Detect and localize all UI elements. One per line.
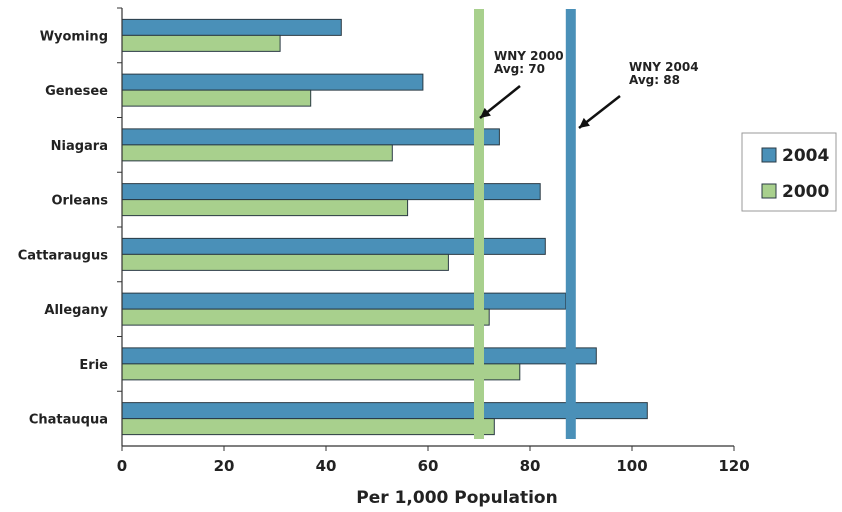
bar-2000-chatauqua: [121, 418, 495, 436]
legend-swatch-2000: [761, 183, 777, 199]
category-label: Cattaraugus: [18, 248, 109, 263]
x-tick-label: 120: [718, 457, 749, 475]
category-label: Allegany: [44, 303, 108, 318]
annotation-title: WNY 2004: [629, 60, 699, 74]
annotation-value: Avg: 88: [629, 73, 680, 87]
reference-line-2004: [565, 9, 576, 439]
reference-line-2000: [474, 9, 484, 439]
category-labels-group: Wyoming Genesee Niagara Orleans Cattaraugus A…: [18, 29, 109, 427]
x-tick-label: 80: [520, 457, 541, 475]
legend-swatch-2004: [761, 147, 777, 163]
bar-2000-cattaraugus: [121, 253, 449, 271]
category-label: Wyoming: [40, 29, 108, 44]
legend-label: 2004: [782, 146, 829, 166]
bar-2004-niagara: [121, 128, 500, 146]
bar-2004-genesee: [121, 73, 424, 91]
x-tick-label: 100: [616, 457, 647, 475]
x-tick-label: 40: [316, 457, 337, 475]
legend: 2004 2000: [741, 132, 837, 212]
category-label: Orleans: [51, 194, 108, 209]
x-axis-title: Per 1,000 Population: [356, 488, 557, 508]
bar-2004-erie: [121, 347, 597, 365]
category-label: Chatauqua: [29, 413, 108, 428]
annotation-arrowhead: [480, 107, 491, 118]
bar-2004-allegany: [121, 292, 567, 310]
x-tick-label: 0: [117, 457, 127, 475]
bar-2004-wyoming: [121, 18, 342, 36]
bar-2000-niagara: [121, 144, 393, 162]
reference-lines-group: [474, 9, 576, 439]
bar-2000-orleans: [121, 199, 409, 217]
bar-2000-genesee: [121, 89, 312, 107]
annotation-arrowhead: [579, 117, 590, 128]
category-label: Genesee: [45, 84, 108, 99]
bar-2000-wyoming: [121, 34, 281, 52]
category-label: Erie: [79, 358, 108, 373]
legend-label: 2000: [782, 182, 829, 202]
x-tick-label: 20: [214, 457, 235, 475]
x-ticks-group: 0 20 40 60 80 100 120: [117, 446, 750, 475]
annotation-title: WNY 2000: [494, 49, 564, 63]
x-tick-label: 60: [418, 457, 439, 475]
annotation-value: Avg: 70: [494, 62, 545, 76]
bar-2000-allegany: [121, 308, 490, 326]
bar-2000-erie: [121, 363, 521, 381]
category-label: Niagara: [51, 139, 108, 154]
legend-box: [741, 132, 837, 212]
